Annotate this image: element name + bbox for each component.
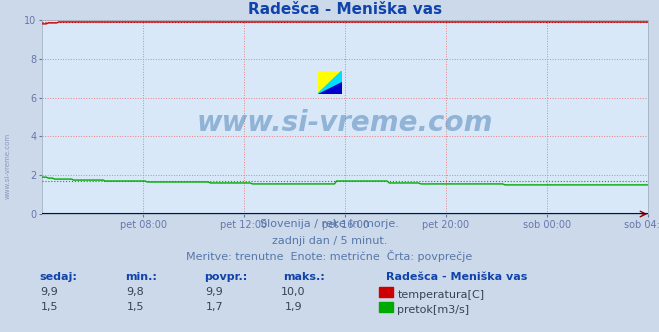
Text: 1,9: 1,9 xyxy=(285,302,302,312)
Text: povpr.:: povpr.: xyxy=(204,272,248,282)
Text: 1,5: 1,5 xyxy=(41,302,58,312)
Text: Slovenija / reke in morje.: Slovenija / reke in morje. xyxy=(260,219,399,229)
Text: www.si-vreme.com: www.si-vreme.com xyxy=(5,133,11,199)
Text: maks.:: maks.: xyxy=(283,272,325,282)
Text: Radešca - Meniška vas: Radešca - Meniška vas xyxy=(386,272,527,282)
Text: sedaj:: sedaj: xyxy=(40,272,77,282)
Text: www.si-vreme.com: www.si-vreme.com xyxy=(197,109,493,137)
Text: zadnji dan / 5 minut.: zadnji dan / 5 minut. xyxy=(272,236,387,246)
Title: Radešca - Meniška vas: Radešca - Meniška vas xyxy=(248,2,442,18)
Text: 1,5: 1,5 xyxy=(127,302,144,312)
Text: min.:: min.: xyxy=(125,272,157,282)
Text: 9,8: 9,8 xyxy=(127,287,144,297)
Text: pretok[m3/s]: pretok[m3/s] xyxy=(397,305,469,315)
Text: 9,9: 9,9 xyxy=(41,287,58,297)
Text: 10,0: 10,0 xyxy=(281,287,306,297)
Text: Meritve: trenutne  Enote: metrične  Črta: povprečje: Meritve: trenutne Enote: metrične Črta: … xyxy=(186,250,473,262)
Text: 9,9: 9,9 xyxy=(206,287,223,297)
Text: temperatura[C]: temperatura[C] xyxy=(397,290,484,300)
Polygon shape xyxy=(318,71,342,94)
Polygon shape xyxy=(318,82,342,94)
Polygon shape xyxy=(318,71,342,94)
Text: 1,7: 1,7 xyxy=(206,302,223,312)
